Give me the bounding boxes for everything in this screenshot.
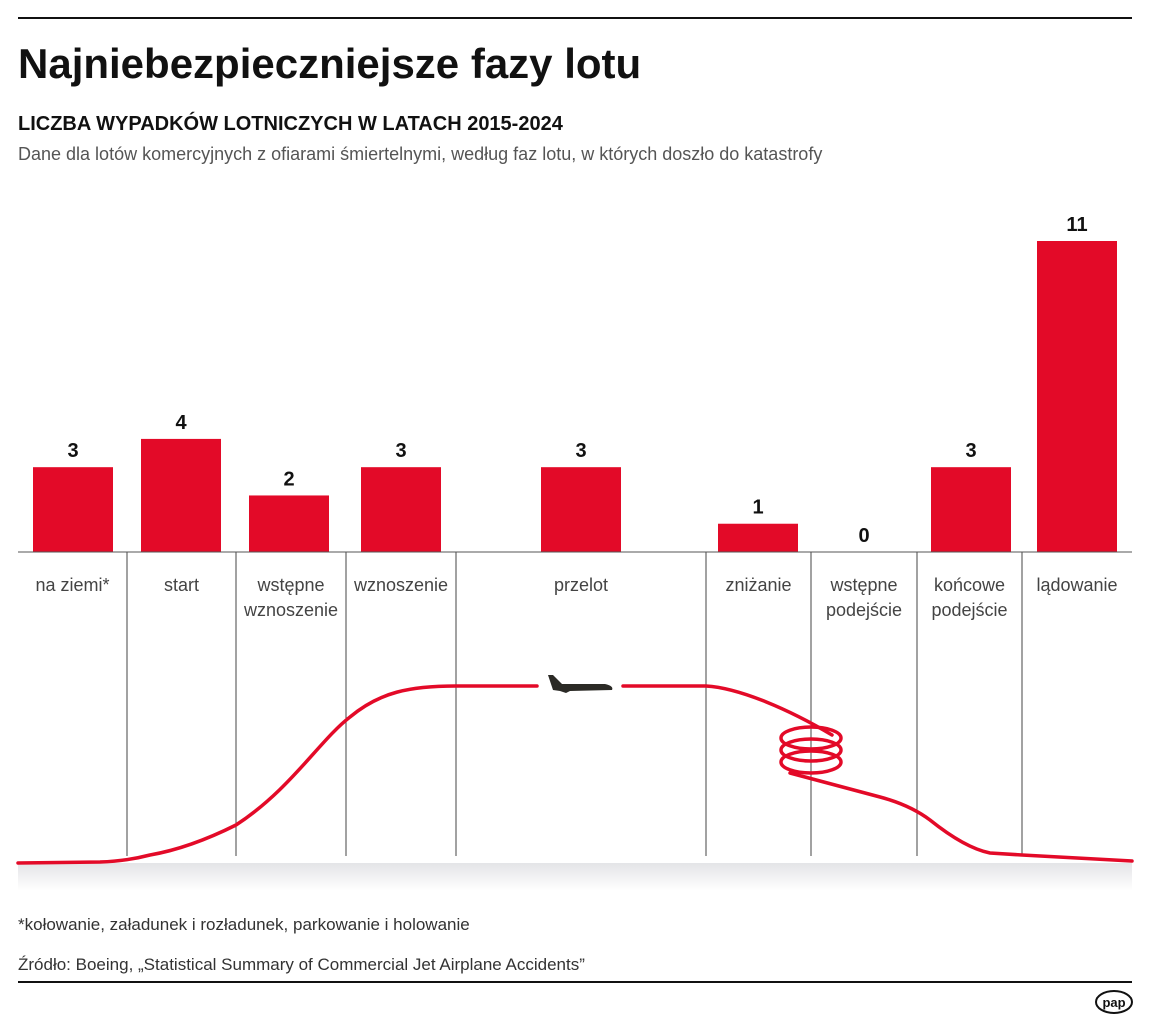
category-label: wstępne bbox=[256, 575, 324, 595]
data-label: 1 bbox=[752, 497, 763, 519]
category-label: zniżanie bbox=[725, 575, 791, 595]
holding-loop bbox=[779, 737, 843, 763]
category-labels: na ziemi* start wstępne wznoszenie wznoszeni… bbox=[35, 575, 1117, 620]
logo-text: pap bbox=[1102, 995, 1125, 1010]
ground bbox=[18, 863, 1132, 891]
category-label: wznoszenie bbox=[353, 575, 448, 595]
category-label: podejście bbox=[826, 600, 902, 620]
data-label: 3 bbox=[575, 440, 586, 462]
data-label: 0 bbox=[858, 525, 869, 547]
phase-dividers bbox=[126, 552, 1023, 856]
footnote: *kołowanie, załadunek i rozładunek, park… bbox=[18, 915, 470, 934]
airplane-icon bbox=[548, 675, 613, 693]
category-label: wznoszenie bbox=[243, 600, 338, 620]
flight-path bbox=[16, 684, 1134, 865]
category-label: przelot bbox=[554, 575, 608, 595]
data-label: 3 bbox=[965, 440, 976, 462]
chart-description: Dane dla lotów komercyjnych z ofiarami ś… bbox=[18, 144, 822, 164]
chart-title: Najniebezpieczniejsze fazy lotu bbox=[18, 40, 641, 87]
category-label: wstępne bbox=[829, 575, 897, 595]
category-label: lądowanie bbox=[1036, 575, 1117, 595]
data-label: 11 bbox=[1066, 214, 1087, 236]
data-label: 3 bbox=[395, 440, 406, 462]
bar bbox=[1037, 241, 1117, 552]
holding-loop bbox=[779, 725, 843, 751]
bar bbox=[33, 467, 113, 552]
category-label: końcowe bbox=[934, 575, 1005, 595]
chart-subtitle: LICZBA WYPADKÓW LOTNICZYCH W LATACH 2015… bbox=[18, 111, 564, 135]
bar bbox=[361, 467, 441, 552]
pap-logo: pap bbox=[1095, 990, 1133, 1014]
path-climb bbox=[16, 684, 539, 865]
data-label: 4 bbox=[175, 412, 187, 434]
category-label: na ziemi* bbox=[35, 575, 109, 595]
bar bbox=[249, 495, 329, 552]
bar bbox=[141, 438, 221, 552]
bar bbox=[718, 523, 798, 552]
category-label: podejście bbox=[931, 600, 1007, 620]
data-label: 3 bbox=[67, 440, 78, 462]
path-approach bbox=[788, 771, 1134, 863]
source: Źródło: Boeing, „Statistical Summary of … bbox=[18, 955, 585, 974]
bar bbox=[931, 467, 1011, 552]
data-label: 2 bbox=[283, 468, 294, 490]
category-label: start bbox=[164, 575, 199, 595]
bars: 3 4 2 3 3 1 0 3 11 bbox=[33, 214, 1117, 552]
bar bbox=[541, 467, 621, 552]
holding-loop bbox=[779, 749, 843, 775]
